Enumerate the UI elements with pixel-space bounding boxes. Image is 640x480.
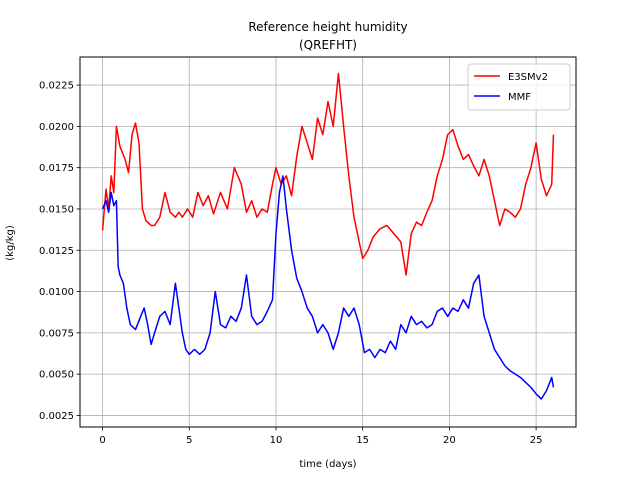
y-tick-label: 0.0200 xyxy=(39,122,74,133)
x-tick-label: 10 xyxy=(270,435,283,446)
plot-area-frame xyxy=(79,56,577,428)
legend-box xyxy=(467,63,571,111)
y-tick-label: 0.0150 xyxy=(39,204,74,215)
legend-label-mmf: MMF xyxy=(508,92,531,103)
x-tick-label: 5 xyxy=(186,435,192,446)
y-axis-label: (kg/kg) xyxy=(5,225,16,261)
chart-subtitle: (QREFHT) xyxy=(299,38,357,52)
legend: E3SMv2 MMF xyxy=(467,63,571,111)
x-axis-label: time (days) xyxy=(299,459,356,470)
x-tick-label: 20 xyxy=(443,435,456,446)
chart-title: Reference height humidity xyxy=(248,20,407,34)
series-line-e3smv2 xyxy=(101,72,555,276)
x-tick-label: 15 xyxy=(356,435,369,446)
x-tick-label: 0 xyxy=(99,435,105,446)
y-tick-label: 0.0100 xyxy=(39,287,74,298)
series-line-mmf xyxy=(101,175,555,400)
y-tick-label: 0.0025 xyxy=(39,411,74,422)
legend-label-e3smv2: E3SMv2 xyxy=(508,72,548,83)
grid-lines xyxy=(80,57,576,427)
series-layer xyxy=(101,72,555,400)
axis-ticks: 0 5 10 15 20 25 0.0025 0.0050 0.0075 0.0100 0.0125… xyxy=(39,81,542,446)
y-tick-label: 0.0175 xyxy=(39,163,74,174)
y-tick-label: 0.0225 xyxy=(39,81,74,92)
y-tick-label: 0.0125 xyxy=(39,246,74,257)
y-tick-label: 0.0050 xyxy=(39,370,74,381)
x-tick-label: 25 xyxy=(530,435,543,446)
y-tick-label: 0.0075 xyxy=(39,328,74,339)
